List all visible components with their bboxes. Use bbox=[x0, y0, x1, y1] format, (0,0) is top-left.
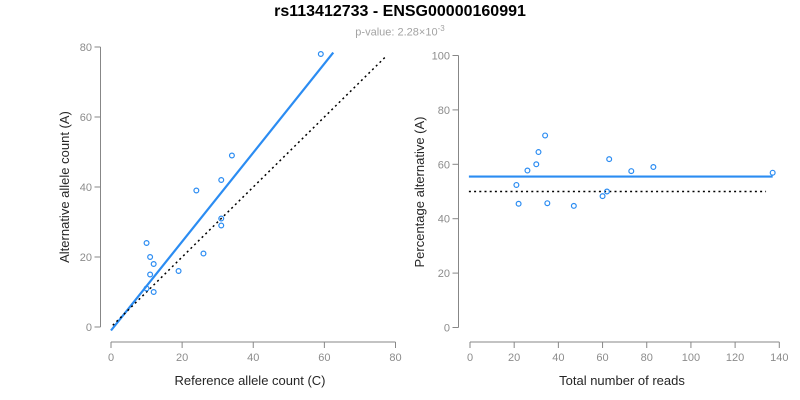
x-tick-label: 100 bbox=[682, 352, 700, 364]
left-xaxis-title: Reference allele count (C) bbox=[174, 373, 326, 388]
data-point bbox=[193, 187, 200, 194]
data-point bbox=[515, 200, 522, 207]
x-tick-label: 20 bbox=[176, 352, 188, 364]
x-tick-label: 20 bbox=[508, 352, 520, 364]
y-tick-label: 40 bbox=[438, 214, 450, 226]
right-xaxis-title: Total number of reads bbox=[559, 373, 685, 388]
y-tick-label: 40 bbox=[80, 182, 92, 194]
x-tick-label: 80 bbox=[641, 352, 653, 364]
data-point bbox=[542, 132, 549, 139]
data-point bbox=[570, 202, 577, 209]
y-tick-label: 0 bbox=[86, 322, 92, 334]
data-point bbox=[143, 285, 150, 292]
data-point bbox=[147, 271, 154, 278]
identity-line bbox=[112, 55, 388, 326]
y-tick-label: 60 bbox=[80, 112, 92, 124]
data-point bbox=[175, 268, 182, 275]
data-point bbox=[218, 215, 225, 222]
data-point bbox=[535, 149, 542, 156]
left-yaxis-title: Alternative allele count (A) bbox=[57, 111, 72, 263]
data-point bbox=[317, 50, 324, 57]
data-point bbox=[143, 240, 150, 247]
allele-count-plot: 0 20 40 60 80 0 20 40 60 80 bbox=[80, 42, 402, 364]
y-tick-label: 80 bbox=[438, 105, 450, 117]
data-point bbox=[650, 164, 657, 171]
data-point bbox=[150, 261, 157, 268]
data-point bbox=[533, 161, 540, 168]
fitted-line bbox=[110, 51, 335, 332]
data-point bbox=[599, 193, 606, 200]
pvalue-text: p-value: 2.28×10 bbox=[355, 26, 438, 39]
y-tick-label: 60 bbox=[438, 159, 450, 171]
page-title: rs113412733 - ENSG00000160991 bbox=[274, 3, 526, 20]
x-tick-label: 40 bbox=[247, 352, 259, 364]
data-point bbox=[218, 222, 225, 229]
data-point bbox=[147, 254, 154, 261]
y-tick-label: 20 bbox=[80, 252, 92, 264]
x-tick-label: 80 bbox=[389, 352, 401, 364]
data-point bbox=[603, 188, 610, 195]
data-point bbox=[524, 167, 531, 174]
y-tick-label: 80 bbox=[80, 42, 92, 54]
data-point bbox=[513, 181, 520, 188]
x-tick-label: 140 bbox=[770, 352, 788, 364]
pvalue-subtitle: p-value: 2.28×10-3 bbox=[0, 24, 800, 39]
data-point bbox=[150, 289, 157, 296]
x-tick-label: 0 bbox=[467, 352, 473, 364]
y-tick-label: 0 bbox=[444, 323, 450, 335]
y-tick-label: 20 bbox=[438, 268, 450, 280]
x-tick-label: 0 bbox=[108, 352, 114, 364]
percentage-plot: 0 20 40 60 80 100 0 20 40 60 80 100 120 140 bbox=[432, 51, 789, 365]
y-tick-label: 100 bbox=[432, 51, 450, 63]
data-point bbox=[228, 152, 235, 159]
data-point bbox=[628, 168, 635, 175]
x-tick-label: 60 bbox=[596, 352, 608, 364]
data-point bbox=[200, 250, 207, 257]
data-point bbox=[544, 200, 551, 207]
x-tick-label: 40 bbox=[552, 352, 564, 364]
data-point bbox=[769, 169, 776, 176]
x-tick-label: 60 bbox=[318, 352, 330, 364]
x-tick-label: 120 bbox=[726, 352, 744, 364]
pvalue-exponent: -3 bbox=[437, 24, 445, 33]
right-yaxis-title: Percentage alternative (A) bbox=[412, 116, 427, 268]
data-point bbox=[218, 177, 225, 184]
data-point bbox=[606, 156, 613, 163]
